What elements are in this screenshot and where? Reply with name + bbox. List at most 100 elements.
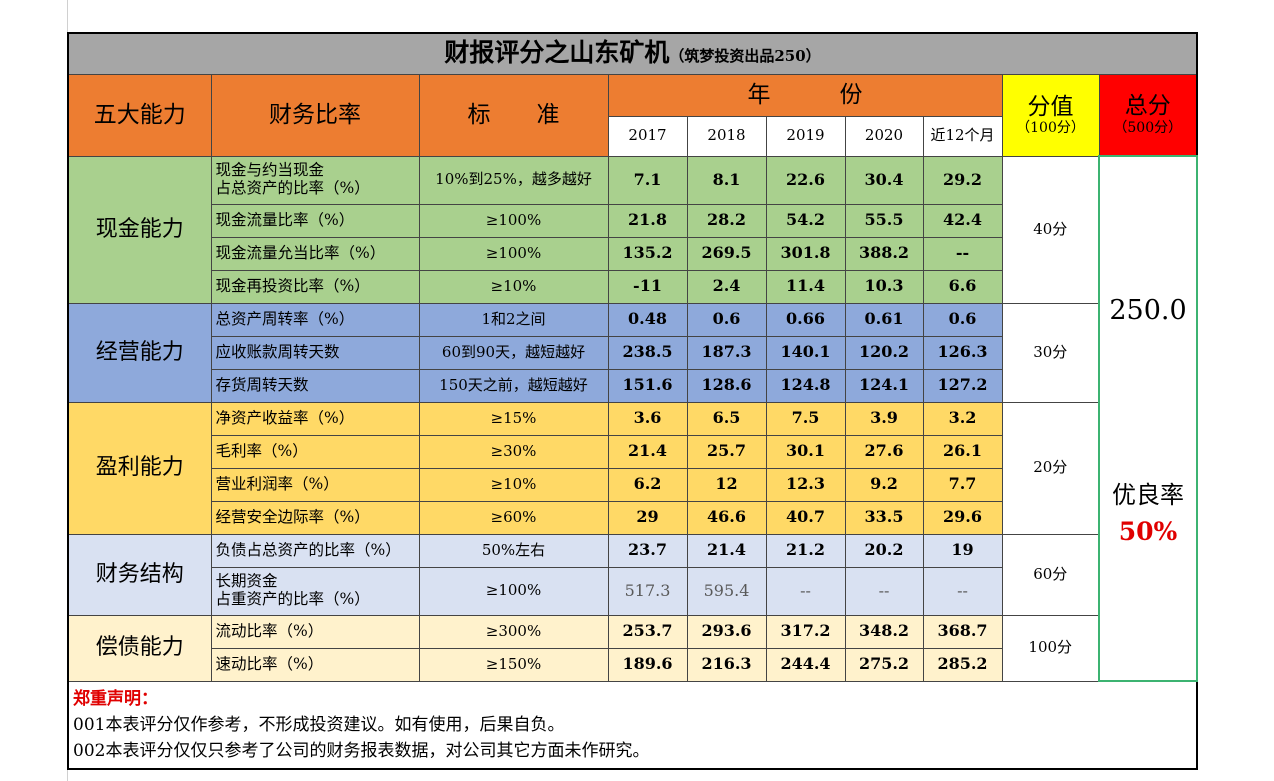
value: 151.6 bbox=[607, 368, 688, 403]
value: -- bbox=[844, 566, 924, 616]
value: 189.6 bbox=[607, 647, 688, 682]
standard: 60到90天，越短越好 bbox=[418, 335, 609, 370]
value: 275.2 bbox=[844, 647, 924, 682]
ratio-name: 长期资金 占重资产的比率（%） bbox=[210, 566, 420, 616]
score-value: 30分 bbox=[1001, 302, 1100, 403]
value: 0.6 bbox=[922, 302, 1003, 337]
value: 127.2 bbox=[922, 368, 1003, 403]
value: 54.2 bbox=[765, 203, 846, 238]
title-cell: 财报评分之山东矿机（筑梦投资出品250） bbox=[67, 32, 1198, 75]
value: 140.1 bbox=[765, 335, 846, 370]
value: 2.4 bbox=[686, 269, 767, 304]
score-value: 100分 bbox=[1001, 614, 1100, 682]
header-total: 总分 （500分） bbox=[1098, 73, 1198, 157]
value: 0.6 bbox=[686, 302, 767, 337]
ability-name: 盈利能力 bbox=[67, 401, 212, 535]
value: 517.3 bbox=[607, 566, 688, 616]
value: 55.5 bbox=[844, 203, 924, 238]
year-header: 2020 bbox=[844, 115, 924, 157]
value: 388.2 bbox=[844, 236, 924, 271]
value: 124.1 bbox=[844, 368, 924, 403]
ratio-name: 营业利润率（%） bbox=[210, 467, 420, 502]
header-row: 五大能力 财务比率标 准年 份分值 （100分） 总分 （500分） bbox=[67, 73, 1198, 157]
value: 238.5 bbox=[607, 335, 688, 370]
standard: ≥100% bbox=[418, 203, 609, 238]
ability-name: 现金能力 bbox=[67, 155, 212, 304]
notes-line: 001本表评分仅作参考，不形成投资建议。如有使用，后果自负。 bbox=[73, 715, 565, 735]
notes-line: 002本表评分仅仅只参考了公司的财务报表数据，对公司其它方面未作研究。 bbox=[73, 741, 650, 761]
value: -- bbox=[765, 566, 846, 616]
value: 7.1 bbox=[607, 155, 688, 205]
value: 126.3 bbox=[922, 335, 1003, 370]
year-header: 2019 bbox=[765, 115, 846, 157]
score-table: 财报评分之山东矿机（筑梦投资出品250） 五大能力 财务比率标 准年 份分值 （100… bbox=[67, 32, 1198, 770]
value: 7.5 bbox=[765, 401, 846, 436]
data-row: 财务结构 负债占总资产的比率（%） 50%左右 23.7 21.4 21.2 20.2 19 6… bbox=[67, 533, 1197, 616]
value: 244.4 bbox=[765, 647, 846, 682]
value: 0.61 bbox=[844, 302, 924, 337]
total-cell: 250.0 优良率 50% bbox=[1098, 155, 1198, 682]
value: 8.1 bbox=[686, 155, 767, 205]
standard: 10%到25%，越多越好 bbox=[418, 155, 609, 205]
value: 285.2 bbox=[922, 647, 1003, 682]
year-row: 2017 2018 2019 2020 近12个月 bbox=[68, 115, 1197, 157]
standard: 1和2之间 bbox=[418, 302, 609, 337]
ratio-name: 现金再投资比率（%） bbox=[210, 269, 420, 304]
value: 10.3 bbox=[844, 269, 924, 304]
data-row: 经营能力 总资产周转率（%） 1和2之间 0.48 0.6 0.66 0.61 0.6 30分 bbox=[67, 302, 1197, 403]
value: 12 bbox=[686, 467, 767, 502]
header-ratio: 财务比率 bbox=[210, 73, 420, 157]
rate-value: 50% bbox=[1118, 517, 1178, 546]
value: 29.6 bbox=[922, 500, 1003, 535]
value: 22.6 bbox=[765, 155, 846, 205]
value: 29 bbox=[607, 500, 688, 535]
ratio-name: 速动比率（%） bbox=[210, 647, 420, 682]
value: 3.2 bbox=[922, 401, 1003, 436]
standard: ≥300% bbox=[418, 614, 609, 649]
value: 42.4 bbox=[922, 203, 1003, 238]
value: 6.6 bbox=[922, 269, 1003, 304]
value: -- bbox=[922, 566, 1003, 616]
ratio-name: 现金流量比率（%） bbox=[210, 203, 420, 238]
header-year: 年 份 bbox=[607, 73, 1003, 117]
value: 21.4 bbox=[607, 434, 688, 469]
year-header: 近12个月 bbox=[922, 115, 1003, 157]
value: 30.4 bbox=[844, 155, 924, 205]
value: 25.7 bbox=[686, 434, 767, 469]
value: 23.7 bbox=[607, 533, 688, 568]
value: 40.7 bbox=[765, 500, 846, 535]
value: 11.4 bbox=[765, 269, 846, 304]
value: 26.1 bbox=[922, 434, 1003, 469]
value: 20.2 bbox=[844, 533, 924, 568]
data-row: 速动比率（%） ≥150% 189.6 216.3 244.4 275.2 285.2 bbox=[68, 647, 1197, 682]
value: 216.3 bbox=[686, 647, 767, 682]
data-row: 现金流量允当比率（%） ≥100% 135.2 269.5 301.8 388.2 -- bbox=[68, 236, 1197, 271]
value: 0.66 bbox=[765, 302, 846, 337]
standard: ≥100% bbox=[418, 236, 609, 271]
value: 21.2 bbox=[765, 533, 846, 568]
rate-label: 优良率 bbox=[1112, 481, 1184, 509]
score-note: （100分） bbox=[1016, 120, 1085, 137]
value: 6.5 bbox=[686, 401, 767, 436]
value: -- bbox=[922, 236, 1003, 271]
ratio-name: 应收账款周转天数 bbox=[210, 335, 420, 370]
value: 301.8 bbox=[765, 236, 846, 271]
value: 6.2 bbox=[607, 467, 688, 502]
notes-cell: 郑重声明： 001本表评分仅作参考，不形成投资建议。如有使用，后果自负。 002本表… bbox=[67, 680, 1198, 770]
value: 317.2 bbox=[765, 614, 846, 649]
data-row: 盈利能力 净资产收益率（%） ≥15% 3.6 6.5 7.5 3.9 3.2 20分 bbox=[67, 401, 1197, 535]
total-label: 总分 bbox=[1124, 93, 1171, 120]
ratio-name: 毛利率（%） bbox=[210, 434, 420, 469]
value: 368.7 bbox=[922, 614, 1003, 649]
ratio-name: 现金流量允当比率（%） bbox=[210, 236, 420, 271]
value: 46.6 bbox=[686, 500, 767, 535]
value: 19 bbox=[922, 533, 1003, 568]
standard: 50%左右 bbox=[418, 533, 609, 568]
score-value: 20分 bbox=[1001, 401, 1100, 535]
standard: ≥15% bbox=[418, 401, 609, 436]
data-row: 应收账款周转天数 60到90天，越短越好 238.5 187.3 140.1 120.2 1… bbox=[68, 335, 1197, 370]
ratio-name: 负债占总资产的比率（%） bbox=[210, 533, 420, 568]
score-value: 40分 bbox=[1001, 155, 1100, 304]
value: 187.3 bbox=[686, 335, 767, 370]
value: 124.8 bbox=[765, 368, 846, 403]
